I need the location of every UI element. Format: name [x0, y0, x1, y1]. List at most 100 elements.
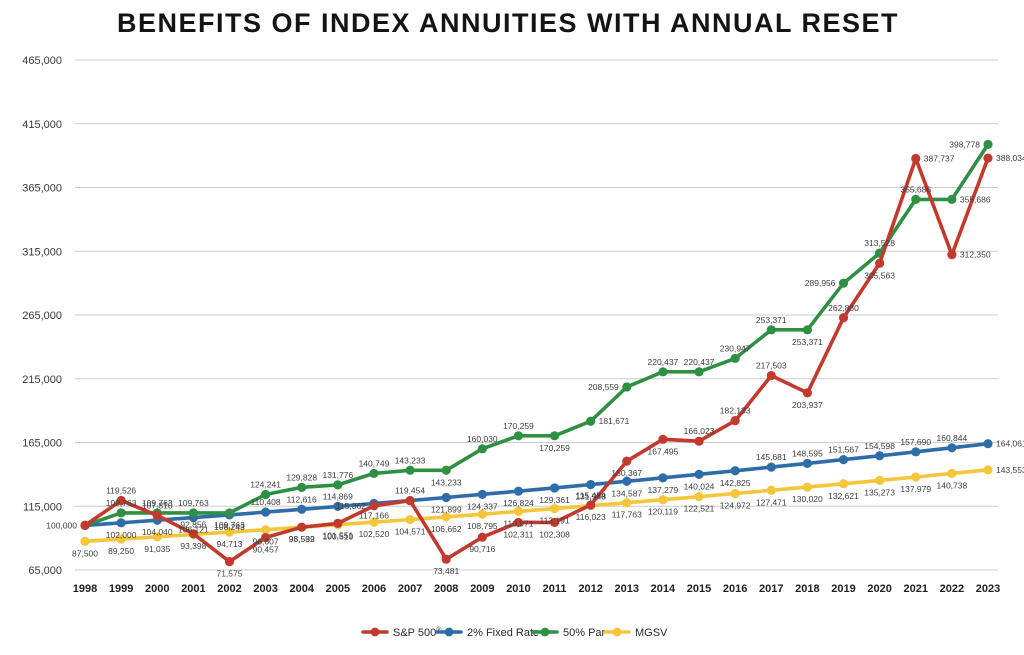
legend-dot — [612, 627, 622, 637]
data-point — [369, 517, 379, 527]
data-point — [694, 367, 704, 377]
data-point-label: 108,795 — [467, 521, 498, 531]
data-point-label: 208,559 — [588, 382, 619, 392]
data-point — [80, 536, 90, 546]
x-tick-label: 2011 — [543, 583, 567, 595]
legend-label: MGSV — [635, 627, 668, 639]
data-point — [838, 278, 849, 288]
x-tick-label: 2005 — [326, 583, 350, 595]
data-point — [658, 434, 668, 444]
data-point — [297, 504, 307, 514]
data-point — [947, 468, 957, 479]
data-point — [513, 506, 524, 516]
data-point — [802, 388, 813, 398]
data-point-label: 137,979 — [900, 484, 931, 494]
data-point — [622, 476, 632, 486]
data-point-label: 87,500 — [72, 548, 98, 558]
data-point — [838, 455, 849, 465]
series-line — [83, 156, 990, 564]
data-point — [224, 527, 235, 537]
data-point — [730, 353, 740, 364]
data-point — [369, 501, 379, 511]
data-point-label: 121,899 — [431, 504, 462, 514]
data-point-label: 130,020 — [792, 494, 823, 504]
data-point — [116, 508, 126, 518]
data-point — [261, 489, 271, 500]
data-point-label: 124,972 — [720, 501, 751, 511]
data-point-label: 134,587 — [611, 488, 642, 498]
data-point — [549, 483, 560, 493]
data-point-label: 109,763 — [214, 520, 245, 530]
data-point — [261, 532, 271, 543]
data-point-label: 151,567 — [828, 445, 859, 455]
y-tick-label: 265,000 — [22, 310, 62, 322]
data-point — [622, 456, 632, 466]
x-tick-label: 1998 — [73, 583, 97, 595]
data-point — [983, 153, 993, 163]
y-tick-label: 65,000 — [28, 565, 62, 577]
data-point-label: 126,824 — [503, 498, 534, 508]
data-point — [297, 522, 307, 532]
data-point-label: 142,825 — [720, 478, 751, 488]
data-point-label: 102,000 — [106, 530, 137, 540]
data-point — [730, 466, 740, 476]
data-point-label: 217,503 — [756, 361, 787, 371]
data-point — [80, 520, 90, 530]
data-point — [947, 250, 957, 260]
data-point-label: 253,371 — [756, 315, 787, 325]
x-tick-label: 2002 — [217, 583, 241, 595]
data-point — [188, 529, 198, 539]
data-point — [333, 518, 343, 528]
data-point-label: 305,563 — [864, 270, 895, 280]
data-point-label: 124,337 — [467, 501, 498, 511]
data-point-label: 253,371 — [792, 337, 823, 347]
data-point-label: 109,763 — [142, 498, 173, 508]
x-tick-label: 2010 — [506, 583, 530, 595]
data-point-label: 182,133 — [720, 406, 751, 416]
data-point — [513, 431, 524, 441]
data-point — [911, 447, 921, 457]
data-point — [477, 489, 487, 499]
data-point — [911, 153, 921, 164]
x-tick-label: 2000 — [145, 583, 169, 595]
data-point-label: 73,481 — [433, 566, 459, 576]
data-point-label: 230,947 — [720, 343, 751, 353]
data-point — [983, 439, 993, 449]
legend-item: S&P 500® — [361, 626, 442, 639]
x-tick-label: 2006 — [362, 583, 386, 595]
gridlines — [75, 59, 998, 571]
x-tick-label: 2016 — [723, 583, 747, 595]
data-point — [983, 465, 993, 475]
data-point-label: 107,810 — [142, 500, 173, 510]
data-point — [477, 509, 487, 519]
data-point — [947, 194, 957, 204]
x-tick-label: 2018 — [795, 583, 819, 595]
data-point-label: 115,454 — [576, 491, 606, 501]
x-tick-label: 2013 — [615, 583, 639, 595]
data-point-label: 170,259 — [539, 443, 570, 453]
x-tick-label: 2012 — [578, 583, 602, 595]
data-point — [549, 517, 560, 528]
data-point — [297, 482, 307, 492]
y-tick-label: 165,000 — [22, 438, 62, 450]
data-point — [875, 475, 885, 486]
data-point-label: 129,828 — [286, 472, 317, 482]
x-tick-label: 2008 — [434, 583, 458, 595]
data-point — [224, 508, 235, 518]
data-point-label: 160,030 — [467, 434, 498, 444]
data-point-label: 137,279 — [648, 485, 679, 495]
data-point-label: 131,948 — [575, 492, 606, 502]
data-point-label: 116,023 — [576, 512, 606, 522]
y-tick-label: 115,000 — [23, 501, 62, 513]
data-point — [441, 465, 451, 475]
data-point-label: 98,539 — [289, 534, 315, 544]
data-point — [224, 557, 235, 567]
data-point — [549, 431, 560, 441]
data-labels: 102,000 104,040 106,121 108,243 110,408 112,6… — [46, 139, 1024, 578]
x-tick-label: 2019 — [831, 583, 855, 595]
data-point — [911, 472, 921, 482]
data-point — [549, 503, 560, 514]
data-point-label: 91,035 — [144, 544, 170, 554]
data-point-label: 104,571 — [395, 527, 426, 537]
